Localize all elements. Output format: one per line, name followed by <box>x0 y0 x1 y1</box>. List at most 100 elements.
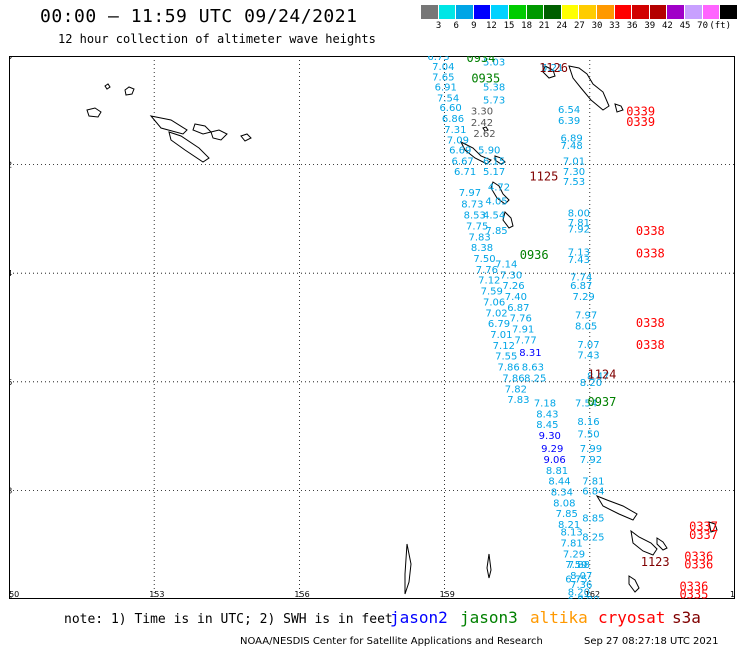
swh-value-label: 7.55 <box>495 352 517 363</box>
swh-value-label: 6.15 <box>483 156 505 167</box>
pass-time-label: 0936 <box>520 248 549 262</box>
lat-tick-label: 16 <box>9 378 12 387</box>
swh-value-label: 6.60 <box>439 103 461 114</box>
swh-value-label: 4.72 <box>488 182 510 193</box>
swh-value-label: 7.43 <box>577 351 599 362</box>
pass-time-label: 1125 <box>529 169 558 183</box>
pass-time-label: 1123 <box>641 555 670 569</box>
swh-value-label: 7.26 <box>502 281 524 292</box>
swh-value-label: 7.59 <box>565 560 587 571</box>
legend-item-altika: altika <box>530 608 588 627</box>
legend-item-s3a: s3a <box>672 608 701 627</box>
swh-value-label: 6.86 <box>442 114 464 125</box>
swh-value-label: 7.85 <box>556 509 578 520</box>
pass-time-label: 0934 <box>466 56 495 65</box>
swh-value-label: 6.87 <box>507 303 529 314</box>
color-scale-label: 30 <box>591 21 603 31</box>
color-scale-label: 33 <box>609 21 621 31</box>
coastline <box>614 103 624 113</box>
coastline <box>168 131 210 163</box>
lat-tick-label: 20 <box>9 595 12 599</box>
swh-value-label: 7.59 <box>481 287 503 298</box>
swh-value-label: 6.87 <box>568 595 590 599</box>
coastline <box>404 543 412 595</box>
lon-tick-label: 153 <box>149 590 164 599</box>
color-swatch <box>632 5 650 19</box>
color-swatch <box>684 5 703 19</box>
color-swatch <box>649 5 668 19</box>
swh-value-label: 8.31 <box>519 348 541 359</box>
footer-note: note: 1) Time is in UTC; 2) SWH is in fe… <box>64 612 393 627</box>
swh-value-label: 5.90 <box>478 145 500 156</box>
swh-value-label: 7.12 <box>478 276 500 287</box>
swh-value-label: 7.09 <box>447 136 469 147</box>
credit-text: NOAA/NESDIS Center for Satellite Applica… <box>240 636 543 647</box>
swh-value-label: 8.25 <box>582 533 604 544</box>
swh-value-label: 7.81 <box>582 477 604 488</box>
pass-time-label: 0337 <box>689 520 718 534</box>
swh-value-label: 7.14 <box>495 259 517 270</box>
coastline <box>490 181 510 205</box>
color-swatch <box>579 5 597 19</box>
swh-value-label: 6.39 <box>558 116 580 127</box>
pass-time-label: 0335 <box>679 588 708 599</box>
swh-value-label: 6.67 <box>452 156 474 167</box>
color-swatch <box>561 5 580 19</box>
swh-value-label: 8.13 <box>560 528 582 539</box>
swh-value-label: 7.39 <box>577 595 599 599</box>
swh-value-label: 8.25 <box>524 373 546 384</box>
swh-value-label: 7.48 <box>560 141 582 152</box>
swh-value-label: 8.34 <box>551 487 573 498</box>
pass-time-label: 0337 <box>689 528 718 542</box>
color-scale-label: 6 <box>453 21 459 31</box>
swh-value-label: 6.69 <box>449 145 471 156</box>
lon-tick-label: 165 <box>730 590 735 599</box>
swh-value-label: 7.01 <box>563 156 585 167</box>
swh-value-label: 7.02 <box>485 308 507 319</box>
swh-value-label: 7.81 <box>560 539 582 550</box>
coastline <box>568 65 610 111</box>
swh-value-label: 8.00 <box>568 208 590 219</box>
swh-value-label: 8.38 <box>471 243 493 254</box>
pass-time-label: 0339 <box>626 104 655 118</box>
coastline <box>628 575 640 593</box>
swh-value-label: 7.76 <box>476 265 498 276</box>
swh-value-label: 7.13 <box>568 247 590 258</box>
pass-time-label: 0338 <box>636 316 665 330</box>
swh-value-label: 6.73 <box>427 56 449 63</box>
color-swatch <box>702 5 721 19</box>
swh-value-label: 7.06 <box>483 297 505 308</box>
swh-value-label: 8.20 <box>568 587 590 598</box>
swh-value-label: 8.73 <box>461 200 483 211</box>
color-swatch <box>473 5 492 19</box>
coastline <box>482 126 489 132</box>
color-swatch <box>491 5 509 19</box>
swh-value-label: 8.85 <box>582 514 604 525</box>
swh-value-label: 8.08 <box>553 498 575 509</box>
swh-value-label: 8.21 <box>558 520 580 531</box>
lon-tick-label: 150 <box>9 590 19 599</box>
color-swatch <box>544 5 562 19</box>
pass-time-label: 1124 <box>587 368 616 382</box>
legend-item-jason3: jason3 <box>460 608 518 627</box>
coastline <box>124 86 135 96</box>
swh-value-label: 9.06 <box>544 455 566 466</box>
swh-value-label: 7.99 <box>580 444 602 455</box>
color-scale-label: 12 <box>485 21 497 31</box>
pass-time-label: 0336 <box>679 579 708 593</box>
generated-timestamp: Sep 27 08:27:18 UTC 2021 <box>584 636 719 647</box>
swh-value-label: 6.84 <box>582 486 604 497</box>
swh-value-label: 8.43 <box>536 409 558 420</box>
swh-value-label: 7.04 <box>432 62 454 73</box>
color-scale-label: 39 <box>644 21 656 31</box>
swh-value-label: 7.82 <box>505 384 527 395</box>
color-swatch <box>508 5 527 19</box>
coastline <box>210 129 228 141</box>
swh-value-label: 6.75 <box>565 574 587 585</box>
swh-value-label: 7.74 <box>570 272 592 283</box>
swh-value-label: 7.12 <box>493 341 515 352</box>
swh-value-label: 6.71 <box>454 167 476 178</box>
swh-value-label: 7.88 <box>568 560 590 571</box>
coastline <box>494 155 506 165</box>
swh-value-label: 7.40 <box>505 292 527 303</box>
